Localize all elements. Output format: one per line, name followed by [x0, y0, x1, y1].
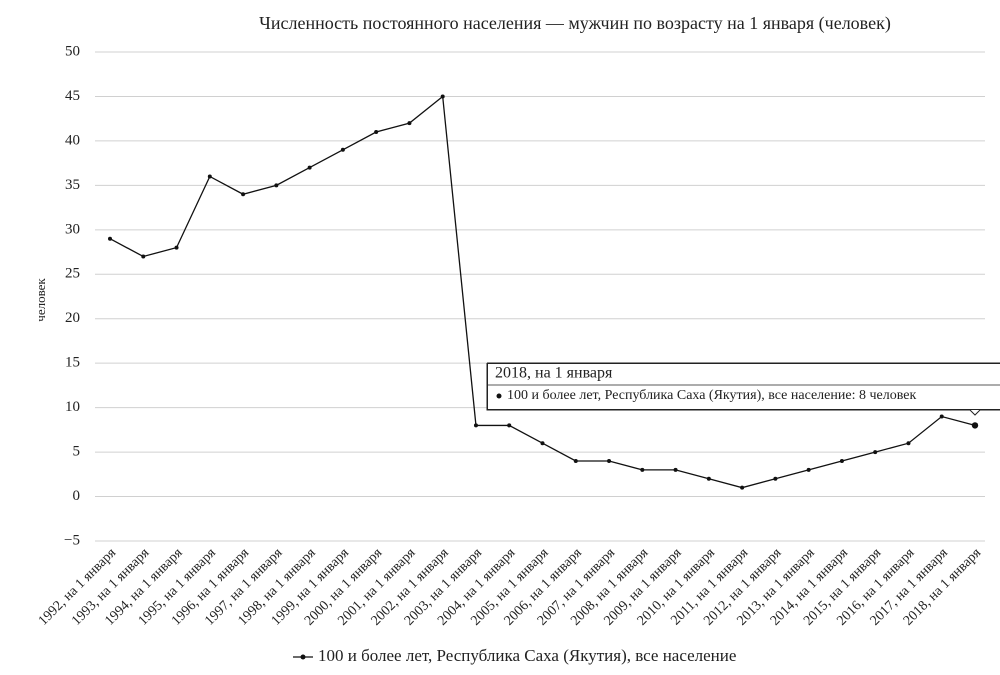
- tooltip-bg: [487, 363, 1000, 410]
- y-tick-label: 40: [65, 132, 80, 148]
- data-point: [540, 441, 545, 446]
- data-point: [773, 476, 778, 481]
- data-point: [407, 121, 412, 126]
- y-tick-label: 50: [65, 43, 80, 59]
- data-point: [141, 254, 146, 259]
- y-tick-label: 35: [65, 177, 80, 193]
- data-point: [307, 165, 312, 170]
- y-tick-label: 10: [65, 399, 80, 415]
- y-tick-label: 15: [65, 355, 80, 371]
- y-tick-label: 30: [65, 221, 80, 237]
- y-tick-label: 20: [65, 310, 80, 326]
- data-point: [673, 467, 678, 472]
- data-point: [207, 174, 212, 179]
- y-tick-label: 0: [73, 488, 81, 504]
- data-point: [340, 147, 345, 152]
- y-tick-label: 25: [65, 266, 80, 282]
- data-point: [507, 423, 512, 428]
- data-point: [706, 476, 711, 481]
- tooltip-text: 100 и более лет, Республика Саха (Якутия…: [507, 388, 916, 403]
- y-tick-label: 45: [65, 88, 80, 104]
- data-point: [174, 245, 179, 250]
- data-point: [906, 441, 911, 446]
- legend-label: 100 и более лет, Республика Саха (Якутия…: [318, 646, 736, 665]
- data-point: [374, 130, 379, 135]
- tooltip: 2018, на 1 января 100 и более лет, Респуб…: [486, 362, 1000, 416]
- data-point: [971, 422, 979, 429]
- tooltip-marker: [496, 393, 502, 399]
- y-tick-label: −5: [64, 532, 80, 548]
- data-point: [573, 458, 578, 463]
- tooltip-title: 2018, на 1 января: [495, 365, 613, 382]
- data-point: [873, 450, 878, 455]
- data-point: [640, 467, 645, 472]
- data-point: [274, 183, 279, 188]
- chart-title: Численность постоянного населения — мужч…: [259, 13, 891, 34]
- data-point: [473, 423, 478, 428]
- data-point: [939, 414, 944, 419]
- y-tick-label: 5: [73, 444, 81, 460]
- legend-marker: [300, 654, 306, 660]
- series-line: [109, 95, 976, 489]
- data-point: [607, 458, 612, 463]
- y-axis-label: человек: [33, 278, 48, 322]
- data-point: [806, 467, 811, 472]
- data-point: [740, 485, 745, 490]
- data-point: [241, 192, 246, 197]
- data-point: [108, 236, 112, 241]
- data-point: [839, 458, 844, 463]
- data-point: [440, 94, 445, 99]
